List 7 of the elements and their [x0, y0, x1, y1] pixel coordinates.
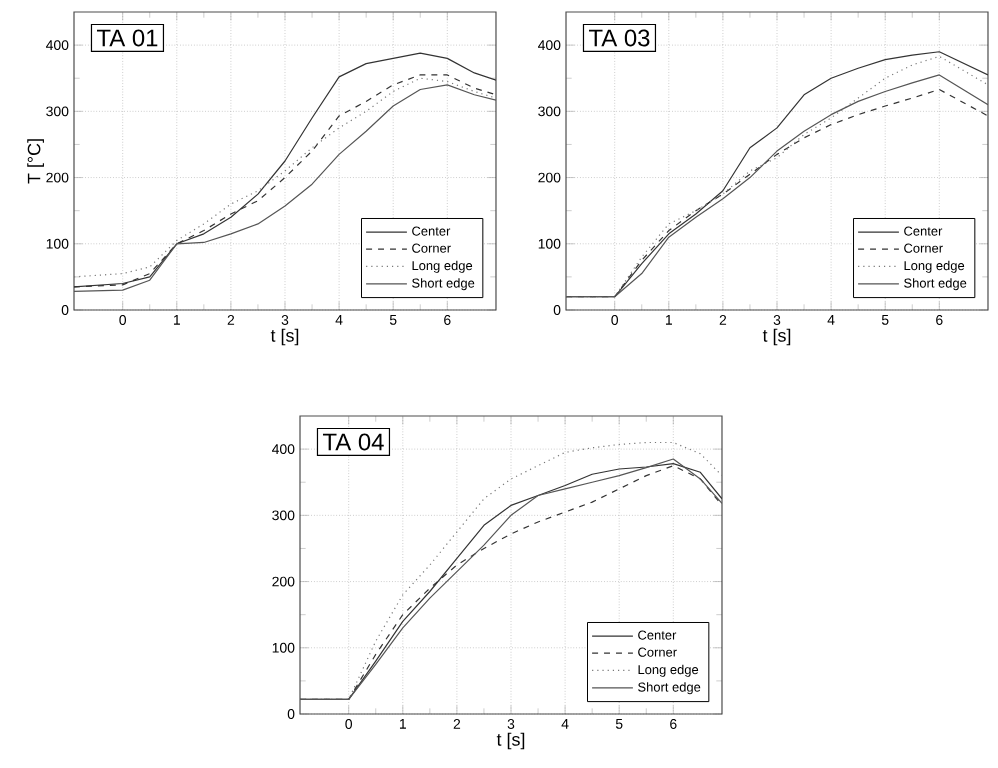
x-axis-title: t [s]	[270, 328, 299, 346]
text: TA 04	[322, 433, 384, 451]
x-axis-title: t [s]	[496, 732, 525, 750]
text: TA 03	[589, 29, 650, 47]
x-axis-title: t [s]	[762, 328, 791, 346]
text: TA 01	[96, 29, 158, 47]
y-axis-title: T [°C]	[27, 139, 44, 184]
